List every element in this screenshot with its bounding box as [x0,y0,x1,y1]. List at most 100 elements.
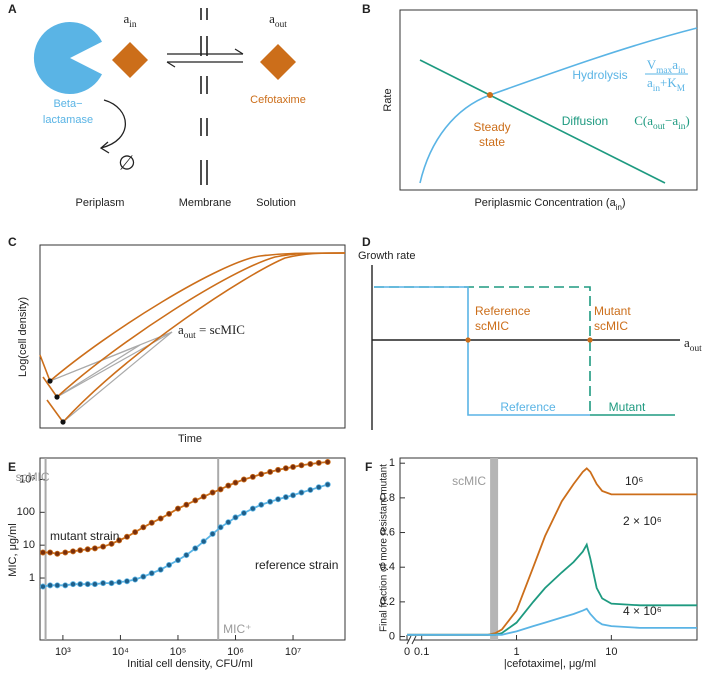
series-label: reference strain [255,558,338,572]
data-point [166,510,173,517]
data-point [132,576,139,583]
data-point [307,461,314,468]
x-axis-label: Initial cell density, CFU/ml [127,658,253,670]
x-tick-label: 0 [404,646,410,658]
formula: Vmaxain [647,57,686,76]
y-tick-label: 0.6 [380,526,395,538]
text-part: in [678,66,686,76]
text-part: in [678,122,686,132]
mutant-curve [374,286,591,415]
equilibrium-arrows [166,48,244,68]
frame [399,9,698,191]
data-point [324,458,331,465]
mic-point [587,337,593,343]
drug-label: Cefotaxime [250,94,306,106]
data-point [324,481,331,488]
mic-point [465,337,471,343]
compartment-label: Periplasm [76,197,125,209]
text-part: +K [660,75,677,90]
text-part: a [123,11,129,26]
data-point [77,581,84,588]
data-point [39,583,46,590]
drug-shape [112,42,148,78]
data-point [200,493,207,500]
mic-label: Mutant [594,304,631,318]
mic-label: scMIC [594,319,628,333]
hydrolysis-label: Hydrolysis [572,68,627,82]
data-point [315,459,322,466]
data-point [232,479,239,486]
data-point [47,582,54,589]
x-tick-label: 10⁶ [227,646,244,658]
y-axis-label: Log(cell density) [17,297,29,377]
data-point [307,486,314,493]
reference-band [490,458,499,640]
data-point [91,545,98,552]
text-part: a [684,335,690,350]
x-tick-label: 10⁴ [112,646,129,658]
diffusion-line [419,59,666,184]
data-point [47,549,54,556]
data-point [258,501,265,508]
data-point [140,573,147,580]
data-point [108,580,115,587]
x-axis-label: Periplasmic Concentration (ain) [474,197,625,212]
steady-state-label: Steady [473,120,510,134]
data-point [282,465,289,472]
data-point [123,533,130,540]
data-point [282,494,289,501]
annotation-lines [49,331,173,423]
reference-curve [374,286,590,416]
data-point [54,550,61,557]
concentration-label: aout [269,11,287,30]
data-point [200,538,207,545]
panel-letter: D [362,235,371,249]
data-point [290,463,297,470]
y-tick-label: 0.8 [380,492,395,504]
data-point [157,566,164,573]
data-point [39,549,46,556]
data-point [240,510,247,517]
y-tick-label: 0.4 [380,561,395,573]
panel-letter: C [8,235,17,249]
text-part: a [672,57,678,72]
data-point [70,548,77,555]
axis-break [409,636,414,644]
series-label: mutant strain [50,529,119,543]
text-part: out [275,20,287,30]
text-part: = scMIC [196,322,245,337]
text-part: −a [665,113,678,128]
y-tick-label: 0.2 [380,596,395,608]
y-axis-label: MIC, μg/ml [7,523,19,576]
mic-label: Reference [475,304,531,318]
enzyme-shape [33,22,102,94]
data-point [290,492,297,499]
y-tick-label: 1 [389,457,395,469]
axis-break [411,635,417,645]
text-part: in [653,84,661,94]
data-point [192,497,199,504]
frame [399,457,698,641]
data-point [166,561,173,568]
x-tick-label: 1 [513,646,519,658]
text-part: a [178,322,184,337]
data-point [267,498,274,505]
series-label: 2 × 10⁶ [623,514,662,528]
data-point [249,473,256,480]
data-point [70,581,77,588]
hydrolysis-curve [419,27,698,184]
formula: C(aout−ain) [634,113,689,132]
data-point [174,557,181,564]
data-point [148,519,155,526]
series-label: 10⁶ [625,474,643,488]
x-tick-label: 10 [605,646,617,658]
text-part: max [656,66,672,76]
x-tick-label: 0.1 [414,646,429,658]
x-axis-label: aout [684,335,702,354]
text-part: a [269,11,275,26]
steady-state-point [487,92,493,98]
mic-label: scMIC [475,319,509,333]
data-point [140,524,147,531]
data-point [62,582,69,589]
